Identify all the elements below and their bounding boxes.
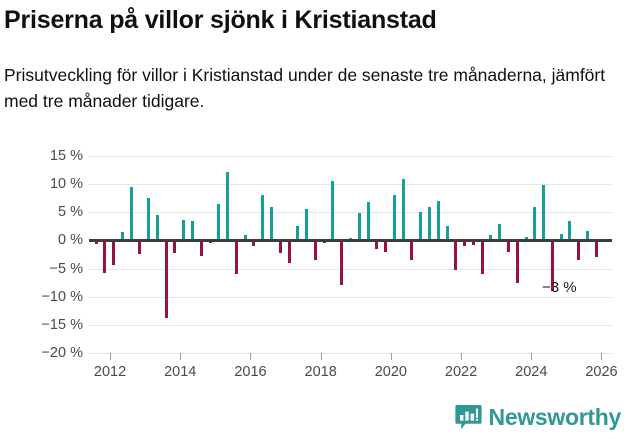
bar [568, 220, 572, 241]
gridline [89, 156, 612, 157]
bar [199, 240, 203, 256]
bar [217, 203, 221, 241]
y-axis-tick-label: 15 % [49, 148, 83, 164]
bar [366, 202, 370, 241]
y-axis-tick-label: 0 % [58, 232, 83, 249]
bar [542, 185, 546, 241]
bar [463, 240, 467, 247]
zero-line [89, 239, 612, 243]
gridline [89, 268, 612, 270]
plot-canvas: −3 % [89, 156, 612, 354]
x-axis: 2012 2014 2016 2018 2020 2022 2024 2026 [89, 353, 618, 393]
bar [445, 226, 449, 241]
page-title: Priserna på villor sjönk i Kristianstad [4, 6, 437, 34]
chart-plot-area: 15 % 10 % 5 % 0 % −5 % −10 % −15 % −20 % −3 % 2… [0, 148, 631, 393]
gridline [89, 353, 612, 354]
bar [454, 240, 458, 270]
bar [191, 220, 195, 241]
bar [147, 198, 151, 241]
bar [155, 215, 159, 241]
bar [243, 234, 247, 241]
bar [506, 240, 510, 252]
y-axis-tick-label: −10 % [41, 288, 83, 305]
bar [278, 240, 282, 253]
bar-series [89, 156, 612, 353]
y-axis-tick-label: −15 % [41, 316, 83, 333]
x-axis-tick [250, 353, 252, 360]
bar-chart-bubble-icon [454, 404, 482, 431]
gridline [89, 212, 612, 214]
bar [533, 206, 537, 241]
bar [498, 223, 502, 241]
bar [270, 206, 274, 241]
x-axis-tick [180, 353, 182, 360]
bar [550, 240, 554, 292]
y-axis-tick-label: −20 % [41, 345, 83, 361]
bar [103, 240, 107, 274]
x-axis-tick [320, 353, 322, 360]
bar [112, 240, 116, 265]
value-annotation: −3 % [541, 279, 577, 297]
x-axis-tick-label: 2012 [93, 364, 127, 380]
bar [357, 213, 361, 241]
bar [234, 240, 238, 274]
bar [410, 240, 414, 261]
y-axis-tick-label: −5 % [49, 260, 83, 277]
bar [331, 181, 335, 241]
bar [120, 231, 124, 241]
gridline [89, 296, 612, 298]
bar [261, 195, 265, 241]
x-axis-tick [461, 353, 463, 360]
bar [427, 206, 431, 241]
bar [384, 240, 388, 252]
bar [164, 240, 168, 319]
x-axis-tick [390, 353, 392, 360]
bar [129, 186, 133, 241]
x-axis-tick-label: 2022 [444, 364, 478, 380]
x-axis-tick-label: 2018 [304, 364, 337, 380]
y-axis-tick-label: 5 % [58, 204, 83, 221]
gridline [89, 324, 612, 326]
bar [138, 240, 142, 255]
logo-wordmark: Newsworthy [488, 404, 622, 430]
bar [401, 178, 405, 241]
newsworthy-logo: Newsworthy [454, 404, 622, 431]
x-axis-tick [110, 353, 112, 360]
bar [340, 240, 344, 286]
bar [182, 219, 186, 241]
chart-subtitle: Prisutveckling för villor i Kristianstad… [4, 65, 606, 111]
bar [489, 234, 493, 241]
x-axis-tick [531, 353, 533, 360]
bar [296, 226, 300, 241]
bar [436, 201, 440, 241]
bar [515, 240, 519, 283]
bar [313, 240, 317, 261]
x-axis-tick-label: 2020 [374, 364, 407, 380]
bar [577, 240, 581, 261]
bar [349, 237, 352, 241]
x-axis-tick-label: 2016 [234, 364, 267, 380]
x-axis-tick-label: 2024 [515, 364, 548, 380]
bar [524, 237, 528, 241]
bar [594, 240, 598, 258]
bar [226, 171, 230, 241]
bar [471, 240, 475, 245]
x-axis-tick-label: 2014 [164, 364, 197, 380]
bar [480, 240, 484, 275]
bar [287, 240, 291, 263]
bar [585, 231, 589, 241]
gridline [89, 184, 612, 186]
bar [252, 240, 256, 247]
bar [559, 233, 563, 241]
bar [375, 240, 379, 250]
x-axis-tick [601, 353, 603, 360]
y-axis-labels: 15 % 10 % 5 % 0 % −5 % −10 % −15 % −20 % [0, 148, 83, 361]
y-axis-tick-label: 10 % [49, 176, 83, 193]
bar [392, 195, 396, 241]
x-axis-tick-label: 2026 [585, 364, 618, 380]
bar [305, 209, 309, 241]
bar [419, 212, 423, 241]
bar [173, 240, 177, 254]
